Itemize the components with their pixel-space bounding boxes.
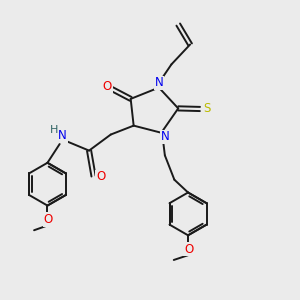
Text: O: O	[184, 243, 193, 256]
Text: H: H	[50, 125, 58, 135]
Text: N: N	[160, 130, 169, 143]
Text: S: S	[203, 102, 210, 115]
Text: N: N	[154, 76, 163, 89]
Text: O: O	[103, 80, 112, 93]
Text: O: O	[96, 170, 105, 183]
Text: O: O	[44, 213, 53, 226]
Text: N: N	[58, 129, 67, 142]
